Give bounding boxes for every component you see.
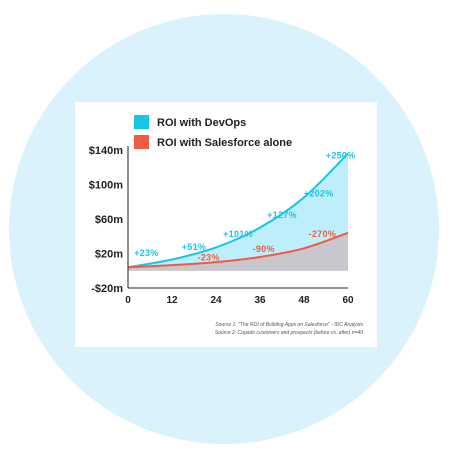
- area-layers: [127, 152, 349, 271]
- y-tick-label: -$20m: [91, 283, 123, 295]
- x-tick-label: 48: [298, 295, 310, 306]
- legend-swatch-devops: [134, 115, 149, 129]
- area-salesforce: [128, 232, 348, 271]
- data-label-devops: +127%: [267, 210, 297, 220]
- data-label-devops: +202%: [304, 189, 334, 199]
- y-tick-labels: $140m $100m $60m $20m -$20m: [89, 145, 123, 295]
- legend-swatch-salesforce: [134, 135, 149, 149]
- x-tick-label: 36: [254, 295, 266, 306]
- data-label-salesforce: -23%: [198, 252, 220, 262]
- line-devops: [127, 152, 349, 269]
- line-salesforce: [127, 231, 349, 269]
- annotations: +23% +51% +101% +127% +202% +250% -23% -90% -270…: [134, 151, 355, 263]
- x-tick-label: 60: [342, 295, 354, 306]
- data-label-salesforce: -270%: [309, 229, 337, 239]
- source-note-2: Source 2: Copado customers and prospects…: [214, 330, 363, 336]
- roi-area-chart: ROI with DevOps ROI with Salesforce alon…: [89, 115, 355, 306]
- x-tick-label: 12: [166, 295, 178, 306]
- y-tick-label: $140m: [89, 145, 123, 157]
- y-tick-label: $60m: [95, 214, 123, 226]
- chart-card: ROI with DevOps ROI with Salesforce alon…: [75, 102, 377, 347]
- data-label-devops: +101%: [223, 229, 253, 239]
- legend: ROI with DevOps ROI with Salesforce alon…: [134, 115, 292, 149]
- x-tick-labels: 0 12 24 36 48 60: [125, 295, 354, 306]
- legend-label-devops: ROI with DevOps: [157, 117, 246, 129]
- data-label-devops: +23%: [134, 248, 158, 258]
- data-label-salesforce: -90%: [253, 244, 275, 254]
- x-tick-label: 0: [125, 295, 131, 306]
- y-tick-label: $20m: [95, 249, 123, 261]
- y-tick-label: $100m: [89, 180, 123, 192]
- source-note-1: Source 1: "The ROI of Building Apps on S…: [215, 322, 363, 328]
- axes: [127, 146, 348, 289]
- data-label-devops: +51%: [182, 242, 206, 252]
- data-label-devops: +250%: [326, 151, 356, 161]
- area-devops: [128, 153, 348, 271]
- x-tick-label: 24: [210, 295, 222, 306]
- legend-label-salesforce: ROI with Salesforce alone: [157, 137, 292, 149]
